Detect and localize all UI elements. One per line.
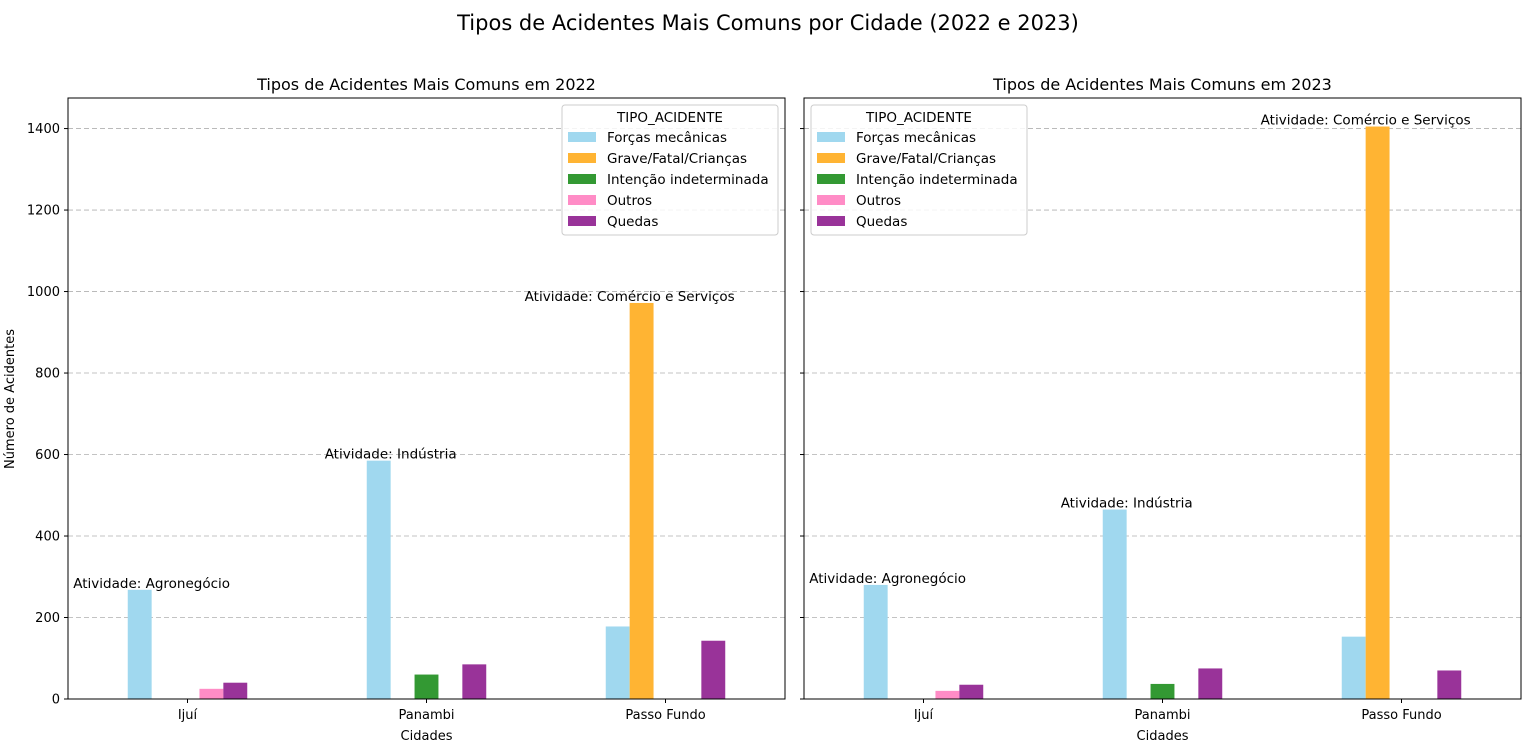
y-tick-label: 600 xyxy=(35,448,60,463)
bar-ijui-outros xyxy=(199,688,224,699)
y-tick-label: 1200 xyxy=(27,204,60,219)
x-tick-label-passo-fundo: Passo Fundo xyxy=(1361,708,1441,723)
bar-panambi-intencao-indeterminada xyxy=(1150,683,1175,699)
legend-label-intencao-indeterminada: Intenção indeterminada xyxy=(607,172,769,188)
bar-passo-fundo-quedas xyxy=(701,640,726,699)
subplot-title: Tipos de Acidentes Mais Comuns em 2022 xyxy=(256,75,596,94)
x-tick-label-passo-fundo: Passo Fundo xyxy=(625,708,705,723)
legend-swatch-intencao-indeterminada xyxy=(568,174,596,184)
x-tick-label-ijui: Ijuí xyxy=(914,708,934,723)
subplot-2022: Atividade: Agronegócio Atividade: Indústr… xyxy=(27,75,786,744)
x-tick-label-panambi: Panambi xyxy=(1135,708,1191,723)
annotation-passo-fundo: Atividade: Comércio e Serviços xyxy=(525,289,735,305)
subplot-title: Tipos de Acidentes Mais Comuns em 2023 xyxy=(992,75,1332,94)
legend: TIPO_ACIDENTE Forças mecânicas Grave/Fatal… xyxy=(561,104,779,236)
y-axis-label: Número de Acidentes xyxy=(3,329,18,469)
figure-title: Tipos de Acidentes Mais Comuns por Cidad… xyxy=(456,11,1079,35)
bar-passo-fundo-grave-fatal-criancas xyxy=(1365,126,1390,699)
legend-label-forcas-mecanicas: Forças mecânicas xyxy=(607,130,727,146)
x-tick-label-ijui: Ijuí xyxy=(178,708,198,723)
legend-swatch-outros xyxy=(817,195,845,205)
x-tick-label-panambi: Panambi xyxy=(399,708,455,723)
legend-swatch-quedas xyxy=(817,216,845,226)
legend-swatch-forcas-mecanicas xyxy=(817,132,845,142)
bar-passo-fundo-forcas-mecanicas xyxy=(605,626,630,699)
legend-label-quedas: Quedas xyxy=(607,214,658,230)
legend-box xyxy=(810,104,1028,236)
y-tick-label: 0 xyxy=(52,693,60,708)
annotation-passo-fundo: Atividade: Comércio e Serviços xyxy=(1261,113,1471,129)
bar-passo-fundo-grave-fatal-criancas xyxy=(629,302,654,699)
bar-ijui-quedas xyxy=(959,684,984,699)
legend-swatch-outros xyxy=(568,195,596,205)
legend-swatch-grave-fatal-criancas xyxy=(817,153,845,163)
bar-passo-fundo-quedas xyxy=(1437,670,1462,699)
legend-title: TIPO_ACIDENTE xyxy=(865,110,972,126)
annotation-ijui: Atividade: Agronegócio xyxy=(73,576,230,592)
annotation-panambi: Atividade: Indústria xyxy=(325,447,457,463)
bar-panambi-forcas-mecanicas xyxy=(1102,509,1127,699)
bar-passo-fundo-forcas-mecanicas xyxy=(1341,636,1366,699)
legend-box xyxy=(561,104,779,236)
subplot-2023: Atividade: Agronegócio Atividade: Indústr… xyxy=(800,75,1522,744)
legend-label-grave-fatal-criancas: Grave/Fatal/Crianças xyxy=(856,151,996,167)
bar-ijui-forcas-mecanicas xyxy=(863,584,888,699)
bar-ijui-quedas xyxy=(223,682,248,699)
bar-panambi-forcas-mecanicas xyxy=(366,460,391,699)
bar-panambi-quedas xyxy=(1198,668,1223,699)
legend-swatch-grave-fatal-criancas xyxy=(568,153,596,163)
legend-swatch-intencao-indeterminada xyxy=(817,174,845,184)
legend-label-intencao-indeterminada: Intenção indeterminada xyxy=(856,172,1018,188)
annotation-ijui: Atividade: Agronegócio xyxy=(809,571,966,587)
bar-panambi-intencao-indeterminada xyxy=(414,674,439,699)
bar-ijui-forcas-mecanicas xyxy=(127,589,152,699)
legend-title: TIPO_ACIDENTE xyxy=(616,110,723,126)
legend-swatch-forcas-mecanicas xyxy=(568,132,596,142)
y-tick-label: 400 xyxy=(35,530,60,545)
x-axis-label: Cidades xyxy=(401,729,453,744)
legend-swatch-quedas xyxy=(568,216,596,226)
x-axis-label: Cidades xyxy=(1137,729,1189,744)
legend-label-outros: Outros xyxy=(607,193,652,209)
legend-label-outros: Outros xyxy=(856,193,901,209)
y-tick-label: 800 xyxy=(35,367,60,382)
legend: TIPO_ACIDENTE Forças mecânicas Grave/Fatal… xyxy=(810,104,1028,236)
y-tick-label: 200 xyxy=(35,611,60,626)
bar-ijui-outros xyxy=(935,690,960,699)
legend-label-grave-fatal-criancas: Grave/Fatal/Crianças xyxy=(607,151,747,167)
y-tick-label: 1400 xyxy=(27,122,60,137)
annotation-panambi: Atividade: Indústria xyxy=(1061,496,1193,512)
bar-panambi-quedas xyxy=(462,664,487,699)
legend-label-quedas: Quedas xyxy=(856,214,907,230)
legend-label-forcas-mecanicas: Forças mecânicas xyxy=(856,130,976,146)
y-tick-label: 1000 xyxy=(27,285,60,300)
